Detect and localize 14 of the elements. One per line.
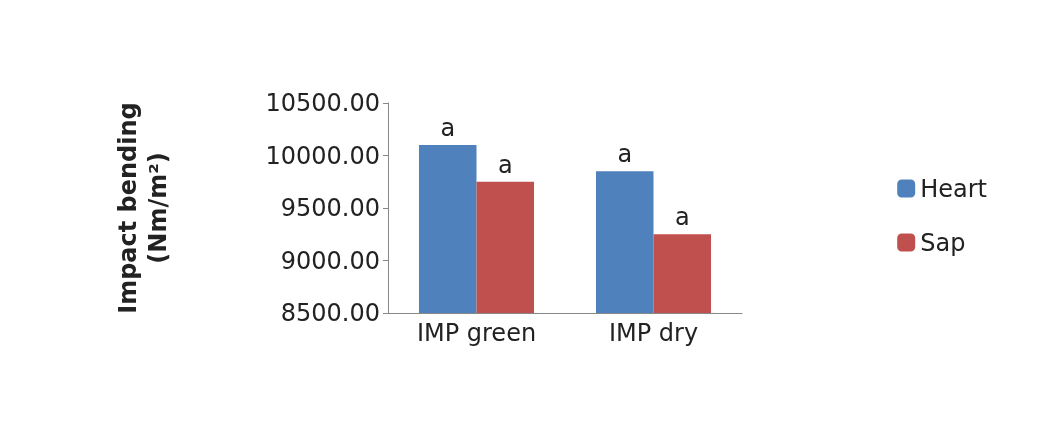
legend-label: Sap [920, 228, 966, 257]
data-label: a [497, 150, 513, 179]
y-tick-label: 10500.00 [265, 89, 380, 117]
y-axis-title: Impact bending (Nm/m²) [114, 102, 172, 314]
x-tick-label: IMP dry [608, 319, 699, 347]
y-tick-label: 9500.00 [280, 194, 380, 222]
x-tick-label: IMP green [416, 319, 537, 347]
legend-label: Heart [920, 174, 987, 203]
data-label: a [674, 203, 690, 232]
data-label: a [617, 140, 633, 169]
y-tick-label: 8500.00 [280, 299, 380, 327]
y-tick-label: 10000.00 [265, 141, 380, 170]
y-tick-label: 9000.00 [280, 246, 380, 275]
data-label: a [440, 114, 456, 142]
